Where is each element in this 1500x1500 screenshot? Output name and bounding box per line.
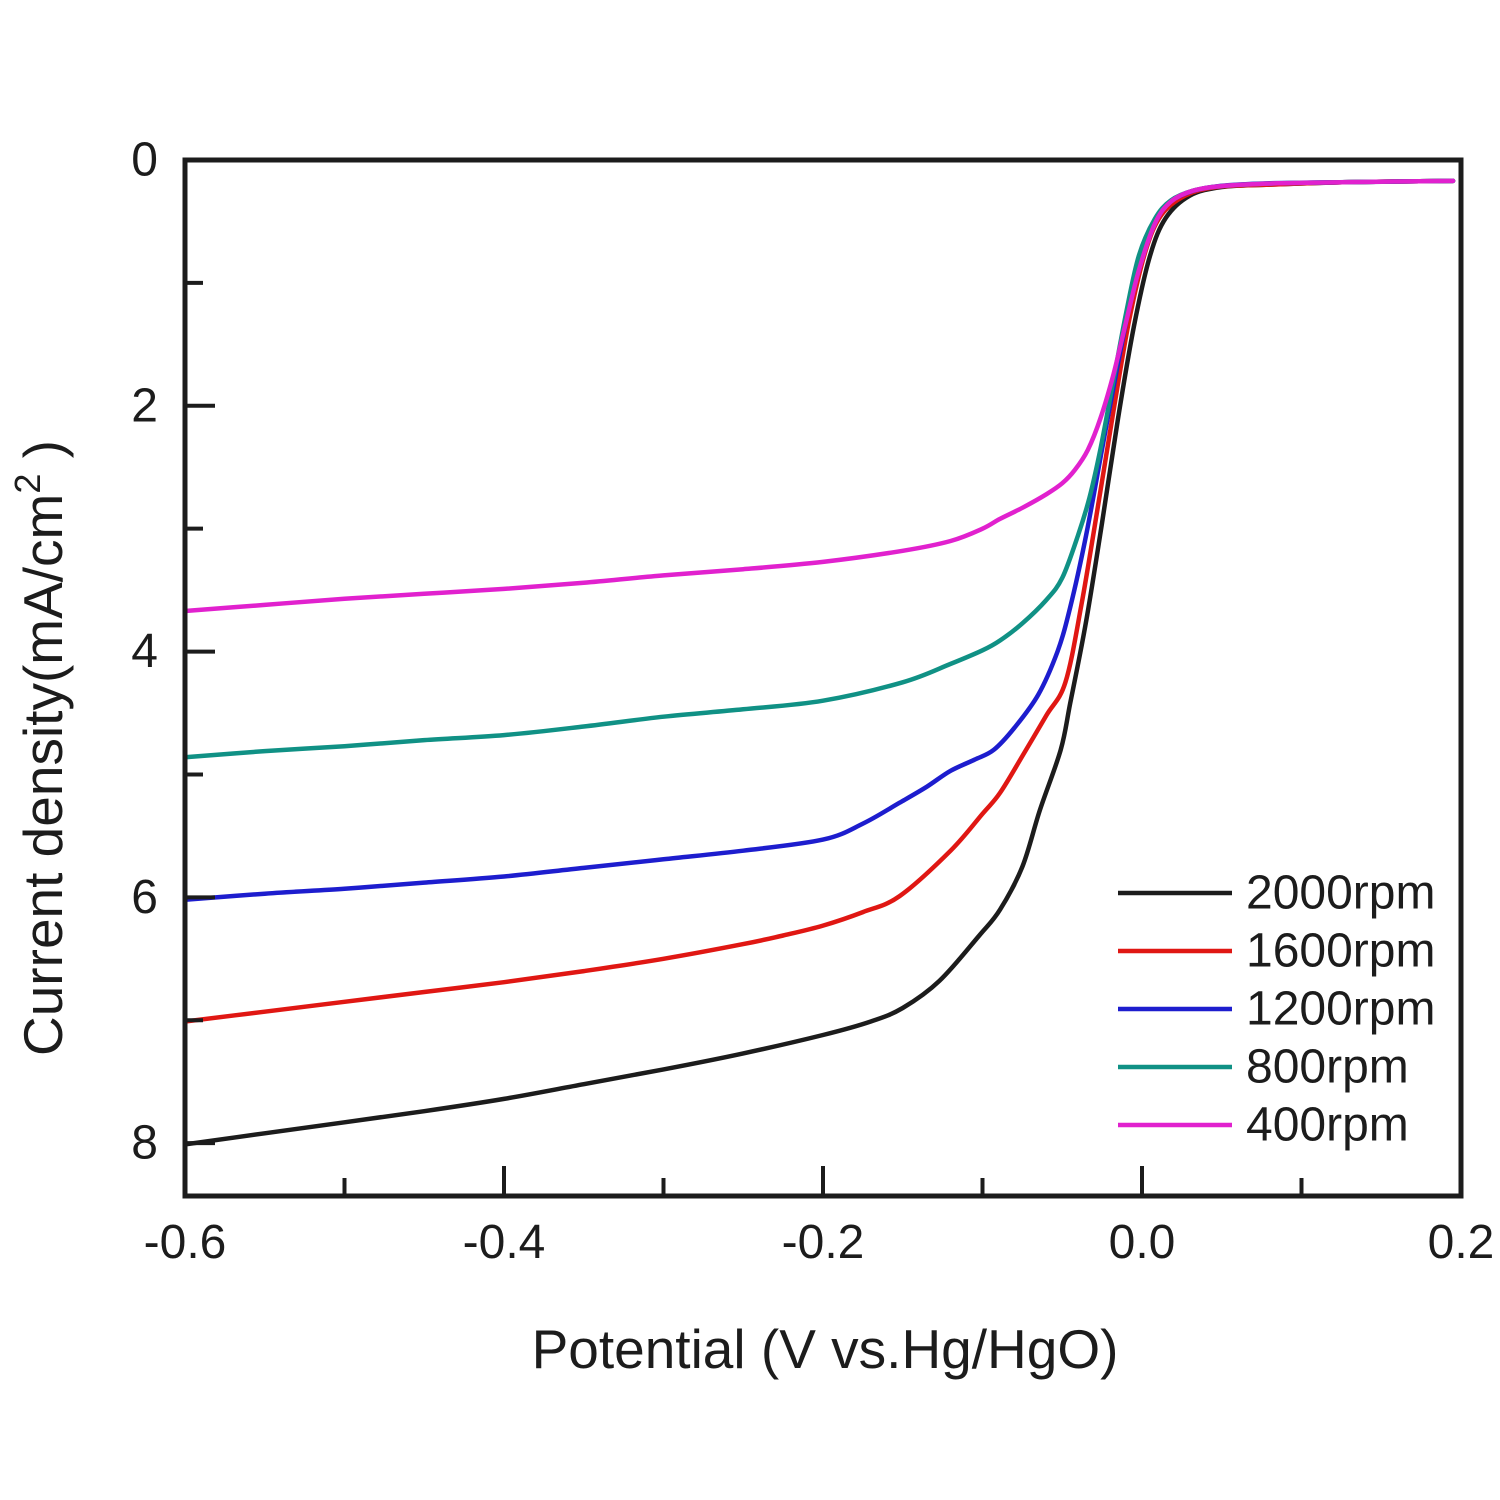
legend-label-2000rpm: 2000rpm [1246, 867, 1435, 920]
y-tick-label: 0 [131, 134, 158, 187]
x-tick-label: -0.6 [144, 1216, 227, 1269]
curves-group [185, 178, 1456, 1147]
x-tick-label: 0.2 [1428, 1216, 1495, 1269]
x-axis-title: Potential (V vs.Hg/HgO) [532, 1318, 1119, 1380]
legend-item-400rpm: 400rpm [1118, 1099, 1409, 1152]
legend-label-800rpm: 800rpm [1246, 1041, 1409, 1094]
legend-label-1600rpm: 1600rpm [1246, 925, 1435, 978]
y-tick-label: 6 [131, 871, 158, 924]
legend-label-1200rpm: 1200rpm [1246, 983, 1435, 1036]
x-tick-label: -0.2 [782, 1216, 865, 1269]
legend-item-1600rpm: 1600rpm [1118, 925, 1435, 978]
legend-item-2000rpm: 2000rpm [1118, 867, 1435, 920]
curve-400rpm [185, 178, 1456, 614]
y-tick-label: 4 [131, 625, 158, 678]
y-axis-title: Current density(mA/cm2 ) [7, 440, 74, 1056]
x-tick-label: -0.4 [463, 1216, 546, 1269]
legend-label-400rpm: 400rpm [1246, 1099, 1409, 1152]
y-tick-label: 8 [131, 1117, 158, 1170]
ticks-group [183, 158, 1463, 1196]
legend-item-800rpm: 800rpm [1118, 1041, 1409, 1094]
y-tick-label: 2 [131, 379, 158, 432]
curve-2000rpm [185, 178, 1456, 1147]
legend-item-1200rpm: 1200rpm [1118, 983, 1435, 1036]
x-tick-label: 0.0 [1109, 1216, 1176, 1269]
